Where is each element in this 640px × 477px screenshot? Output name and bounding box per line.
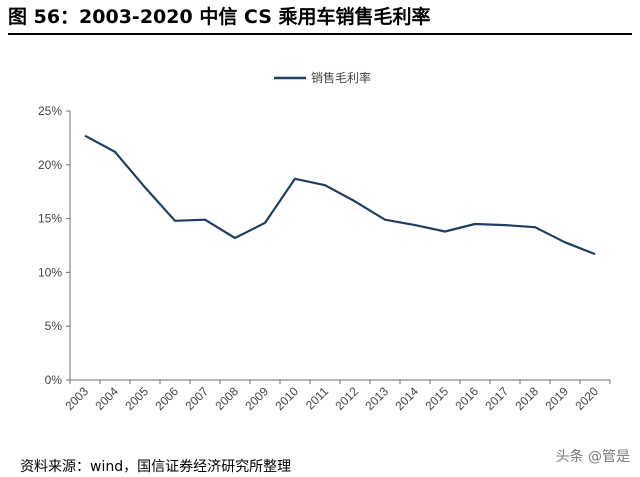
y-tick-label: 5% [45,319,63,333]
x-tick-label: 2017 [482,384,511,413]
series-line-gross-margin [84,134,596,256]
x-tick-label: 2003 [62,384,91,413]
watermark: 头条 @管是 [555,449,630,465]
x-tick-label: 2015 [422,384,451,413]
source-note: 资料来源：wind，国信证券经济研究所整理 [20,459,292,475]
x-tick-label: 2009 [242,384,271,413]
figure-title: 图 56：2003-2020 中信 CS 乘用车销售毛利率 [8,6,431,28]
x-axis-ticks: 2003 2004 2005 2006 2007 2008 2009 2010 2011 2012… [62,380,611,413]
x-tick-label: 2008 [212,384,241,413]
line-chart: 销售毛利率 0%5%10%15%20%25% 2003 2004 2005 2006 2… [38,70,611,413]
y-tick-label: 15% [38,212,62,226]
y-tick-label: 20% [38,158,62,172]
x-tick-label: 2011 [303,384,331,412]
x-tick-label: 2014 [392,384,421,413]
y-tick-label: 10% [38,265,62,279]
x-tick-label: 2007 [182,384,211,413]
legend: 销售毛利率 [274,70,371,85]
x-tick-label: 2018 [512,384,541,413]
x-tick-label: 2013 [362,384,391,413]
y-tick-label: 25% [38,104,62,118]
legend-label: 销售毛利率 [311,70,371,85]
x-tick-label: 2020 [572,384,601,413]
y-axis-ticks: 0% 5% 10% 15% 20% 25% [38,104,70,387]
title-divider [8,33,632,35]
axes [69,111,610,381]
x-tick-label: 2012 [332,384,361,413]
x-tick-label: 2005 [122,384,151,413]
x-tick-label: 2010 [272,384,301,413]
y-tick-label: 0% [45,373,63,387]
x-tick-label: 2016 [452,384,481,413]
x-tick-label: 2019 [542,384,571,413]
x-tick-label: 2004 [92,384,121,413]
x-tick-label: 2006 [152,384,181,413]
